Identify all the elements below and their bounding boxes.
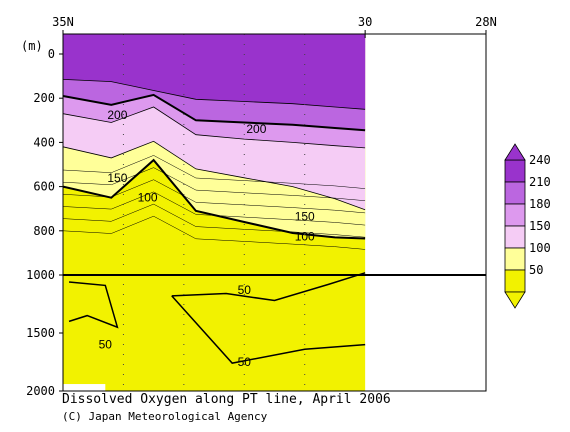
- colorbar-segment: [504, 203, 526, 227]
- y-tick-label: 800: [33, 224, 55, 238]
- contour-label: 100: [138, 191, 158, 205]
- contour-line-minor: [62, 155, 366, 189]
- contour-label: 150: [295, 209, 315, 223]
- colorbar-label: 210: [529, 175, 551, 189]
- colorbar-label: 150: [529, 219, 551, 233]
- contour-line-210: [62, 79, 366, 110]
- contour-line-minor: [62, 179, 366, 214]
- chart-title: Dissolved Oxygen along PT line, April 20…: [62, 392, 391, 407]
- y-tick-label: 400: [33, 135, 55, 149]
- x-tick-label: 30: [358, 15, 372, 29]
- y-tick-label: 1500: [26, 326, 55, 340]
- colorbar-segment: [504, 159, 526, 183]
- contour-line-minor: [62, 203, 366, 238]
- plot-border: [62, 33, 487, 392]
- colorbar: 240 210 180 150 100 50: [504, 143, 551, 309]
- colorbar-segment: [504, 247, 526, 271]
- contour-line-50-deep: [68, 281, 119, 329]
- y-tick-label: 200: [33, 91, 55, 105]
- contour-label: 200: [107, 108, 127, 122]
- x-tick-label: 35N: [52, 15, 74, 29]
- chart-credit: (C) Japan Meteorological Agency: [62, 410, 268, 423]
- contour-line-50-deep: [171, 272, 366, 302]
- contour-label: 200: [246, 122, 266, 136]
- colorbar-label: 50: [529, 263, 543, 277]
- contour-label-layer: 200 200 150 100 150 100 50 50 50: [99, 108, 315, 369]
- y-unit-label: (m): [21, 39, 43, 53]
- contour-line-100: [62, 158, 366, 240]
- band-210: [63, 34, 366, 110]
- contour-label: 50: [238, 355, 252, 369]
- contour-label: 50: [238, 283, 252, 297]
- contour-lines: [62, 79, 366, 364]
- y-tick-label: 0: [48, 47, 55, 61]
- contour-line-150: [62, 140, 366, 211]
- contour-label: 50: [99, 338, 113, 352]
- plot-frame: [59, 30, 487, 392]
- colorbar-top-arrow: [504, 143, 526, 161]
- contour-line-200: [62, 93, 366, 132]
- y-tick-label: 2000: [26, 384, 55, 398]
- contour-line-minor: [62, 167, 366, 201]
- colorbar-segment: [504, 269, 526, 293]
- contour-line-minor: [62, 191, 366, 226]
- contour-label: 100: [295, 229, 315, 243]
- y-tick-label: 1000: [26, 268, 55, 282]
- contour-line-180: [62, 106, 366, 149]
- colorbar-label: 240: [529, 153, 551, 167]
- colorbar-bottom-arrow: [504, 291, 526, 309]
- y-tick-label: 600: [33, 180, 55, 194]
- contour-label: 150: [107, 171, 127, 185]
- colorbar-segment: [504, 181, 526, 205]
- missing-data-patch: [63, 384, 106, 391]
- colorbar-segment: [504, 225, 526, 249]
- x-tick-label: 28N: [475, 15, 497, 29]
- contour-line-minor: [62, 215, 366, 250]
- contour-line-50-deep: [171, 295, 366, 364]
- colorbar-label: 100: [529, 241, 551, 255]
- colorbar-label: 180: [529, 197, 551, 211]
- axis-labels: 35N 30 28N 0 200 400 600 800 1000 1500 2000 (m): [21, 15, 497, 398]
